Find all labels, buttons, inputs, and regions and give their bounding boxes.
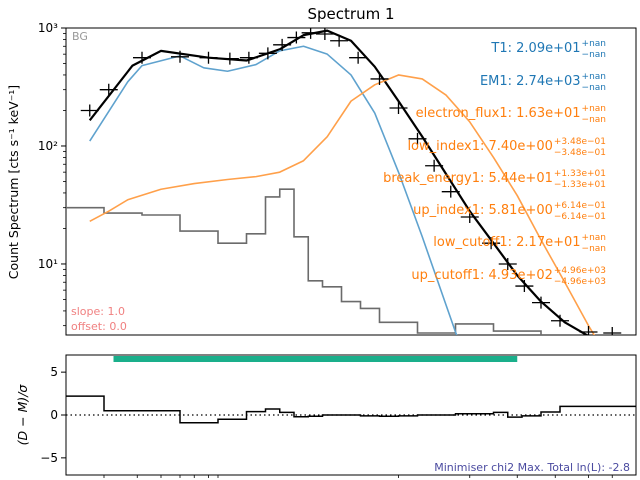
data-point-marker	[551, 314, 569, 327]
fit-parameter-upper-error: +4.96e+03	[554, 266, 606, 276]
fit-parameter-lower-error: −nan	[582, 83, 606, 93]
fit-parameter-label: EM1: 2.74e+03	[480, 74, 581, 89]
spectrum-series	[66, 28, 622, 335]
fit-parameter-upper-error: +1.33e+01	[554, 169, 606, 179]
fit-parameter-label: up_cutoff1: 4.93e+02	[411, 268, 553, 283]
fit-parameter-upper-error: +nan	[582, 39, 606, 49]
minimiser-footer: Minimiser chi2 Max. Total ln(L): -2.8	[434, 461, 630, 474]
y-axis-label: Count Spectrum [cts s⁻¹ keV⁻¹]	[6, 85, 21, 279]
fit-parameter-label: up_index1: 5.81e+00	[413, 203, 553, 218]
offset-label: offset: 0.0	[71, 320, 127, 333]
data-point-marker	[482, 237, 501, 250]
residual-panel: (D − M)/σ Minimiser chi2 Max. Total ln(L…	[15, 354, 637, 478]
data-point-marker	[199, 51, 218, 64]
data-point-marker	[133, 51, 151, 64]
fit-parameter-lower-error: −4.96e+03	[554, 277, 606, 287]
residual-y-tick-label: 0	[50, 408, 58, 422]
bg-corner-label: BG	[72, 30, 88, 43]
spectrum-panel: Spectrum 1 Count Spectrum [cts s⁻¹ keV⁻¹…	[6, 5, 637, 336]
thermal-component-line	[89, 45, 458, 335]
fit-parameter-lower-error: −6.14e−01	[554, 212, 606, 222]
fit-parameter-label: low_index1: 7.40e+00	[407, 139, 552, 154]
fit-parameter-lower-error: −nan	[582, 244, 606, 254]
data-point-marker	[287, 31, 306, 44]
residual-series: 5 0 −5	[40, 356, 636, 478]
residual-y-axis-label: (D − M)/σ	[15, 384, 30, 446]
fit-parameter-label: T1: 2.09e+01	[490, 41, 580, 56]
data-point-marker	[460, 211, 479, 224]
fit-parameter-upper-error: +nan	[582, 72, 606, 82]
data-point-marker	[441, 185, 460, 198]
data-point-marker	[315, 28, 334, 40]
y-tick-labels: 10¹ 10² 10³	[38, 21, 66, 327]
fit-parameter-upper-error: +nan	[582, 233, 606, 243]
fit-parameter-lower-error: −nan	[582, 50, 606, 60]
fit-parameter-lower-error: −1.33e+01	[554, 180, 606, 190]
data-point-marker	[603, 326, 622, 335]
y-tick-label: 10³	[38, 21, 58, 35]
fit-parameter-label: low_cutoff1: 2.17e+01	[433, 235, 580, 250]
data-point-marker	[273, 38, 292, 51]
fit-parameter-label: electron_flux1: 1.63e+01	[416, 106, 581, 121]
fit-parameter-lower-error: −nan	[582, 115, 606, 125]
fit-range-bar	[113, 356, 518, 362]
data-point-marker	[370, 72, 389, 85]
data-point-marker	[80, 104, 99, 117]
y-tick-label: 10¹	[38, 257, 58, 271]
data-point-marker	[532, 296, 550, 309]
residual-y-tick-label: 5	[50, 365, 58, 379]
data-point-marker	[258, 47, 277, 60]
data-point-marker	[330, 34, 349, 47]
data-point-marker	[425, 159, 444, 172]
data-point-marker	[220, 52, 239, 65]
residual-y-tick-label: −5	[40, 451, 58, 465]
data-point-marker	[408, 132, 427, 145]
data-point-marker	[515, 280, 534, 293]
slope-label: slope: 1.0	[71, 305, 125, 318]
residual-step-line	[66, 395, 636, 424]
data-point-marker	[349, 51, 368, 64]
data-point-marker	[579, 326, 598, 335]
data-point-marker	[239, 51, 258, 64]
data-point-marker	[498, 257, 517, 270]
fit-parameter-upper-error: +3.48e−01	[554, 137, 606, 147]
data-point-marker	[389, 101, 408, 114]
fit-parameter-upper-error: +nan	[582, 104, 606, 114]
nonthermal-component-line	[89, 74, 596, 335]
fit-parameter-upper-error: +6.14e−01	[554, 201, 606, 211]
data-point-marker	[301, 28, 320, 39]
y-tick-label: 10²	[38, 139, 58, 153]
fit-parameter-label: break_energy1: 5.44e+01	[383, 171, 553, 186]
data-point-marker	[171, 50, 189, 63]
fit-parameter-lower-error: −3.48e−01	[554, 148, 606, 158]
chart-title: Spectrum 1	[308, 5, 395, 23]
data-point-marker	[99, 83, 118, 96]
